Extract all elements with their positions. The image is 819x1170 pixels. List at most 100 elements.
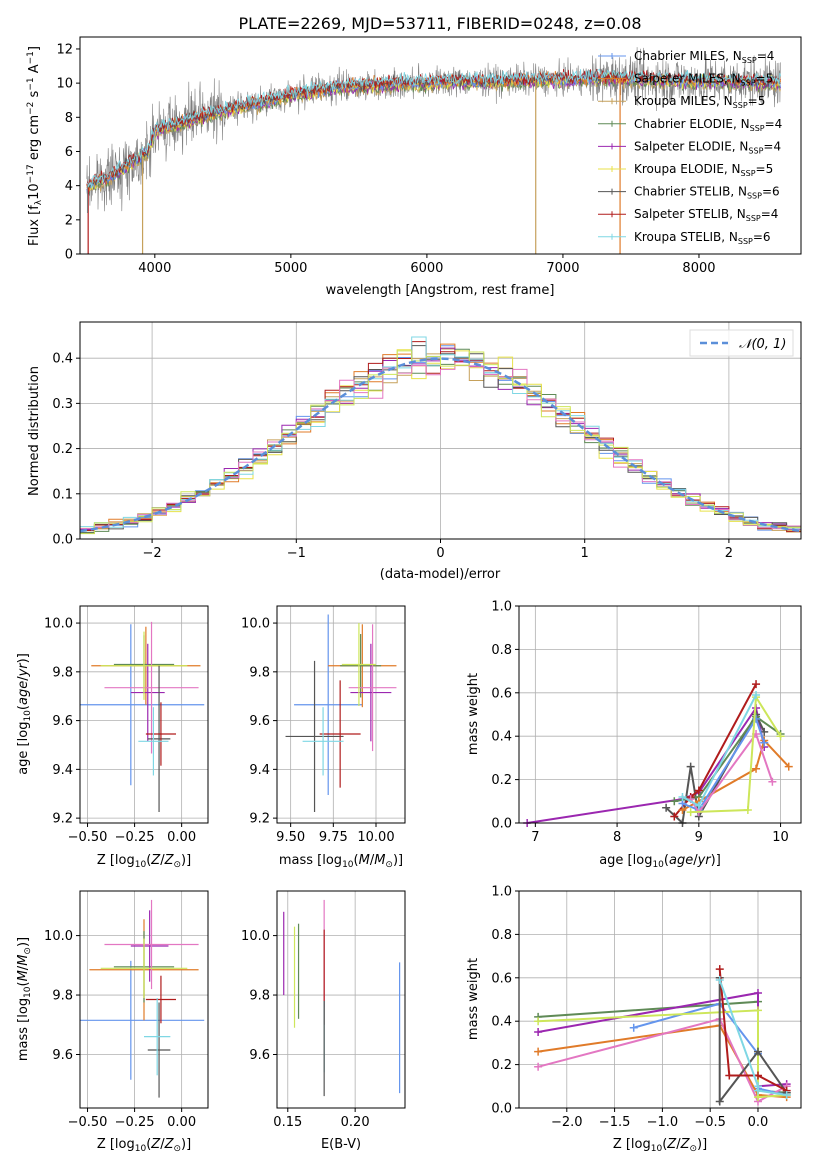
- weight-marker: [629, 1023, 638, 1032]
- y-tick-label: 0.4: [491, 1015, 512, 1030]
- mass-vs-Z-ticks: −0.50 −0.25 0.00 9.6 9.8 10.0: [44, 929, 196, 1130]
- errorbar-point: [294, 614, 363, 795]
- histogram-series: [80, 350, 801, 535]
- weight-vs-Z-panel: −2.0 −1.5 −1.0 −0.5 0.0 0.0 0.2 0.4 0.6 0.8 1.0 Z …: [466, 885, 802, 1154]
- y-tick-label: 9.6: [249, 1048, 270, 1063]
- errorbar-clip-group: [80, 899, 205, 1098]
- x-tick-label: 2: [725, 546, 733, 561]
- x-tick-label: −0.50: [68, 830, 108, 845]
- weight-marker: [752, 690, 761, 699]
- legend-label: Chabrier ELODIE, NSSP=4: [634, 117, 782, 133]
- weight-vs-age-panel: 7 8 9 10 0.0 0.2 0.4 0.6 0.8 1.0 age [log10(age/y…: [466, 600, 802, 870]
- residual-legend: 𝒩(0, 1): [689, 329, 794, 357]
- errorbar-point: [144, 998, 171, 1076]
- errorbar-point: [80, 624, 205, 786]
- y-tick-label: 9.4: [249, 763, 270, 778]
- mass-vs-EBV-xlabel: E(B-V): [321, 1137, 361, 1152]
- weight-vs-Z-ticks: −2.0 −1.5 −1.0 −0.5 0.0 0.0 0.2 0.4 0.6 0.8 1.0: [491, 885, 768, 1131]
- x-tick-label: −0.25: [115, 830, 155, 845]
- errorbar-point: [285, 660, 344, 813]
- legend-label: Kroupa MILES, NSSP=5: [634, 94, 765, 110]
- spectrum-frame: [79, 36, 802, 255]
- errorbar-point: [104, 899, 199, 990]
- weight-marker: [753, 988, 762, 997]
- weight-marker: [768, 777, 777, 786]
- y-tick-label: 0: [65, 248, 73, 263]
- errorbar-point: [340, 634, 382, 698]
- model-spectrum: [86, 68, 781, 189]
- weight-vs-age-lines: [523, 680, 793, 827]
- errorbar-clip-group: [80, 621, 205, 813]
- x-tick-label: 1: [581, 546, 589, 561]
- errorbar-point: [350, 643, 392, 742]
- x-tick-label: 7000: [546, 261, 579, 276]
- y-tick-label: 10.0: [44, 617, 73, 632]
- weight-vs-age-xlabel: age [log10(age/yr)]: [599, 853, 721, 870]
- x-tick-label: 0.20: [341, 1115, 370, 1130]
- histogram-clip-group: [80, 336, 801, 535]
- errorbar-clip-group: [285, 614, 397, 813]
- errorbar-point: [147, 665, 171, 813]
- x-tick-label: 4000: [138, 261, 171, 276]
- spectrum-panel: 4000 5000 6000 7000 8000 0 2 4 6 8 10 12 wavelength…: [26, 36, 802, 298]
- weight-vs-age-frame: [518, 605, 802, 824]
- x-tick-label: 0.15: [273, 1115, 302, 1130]
- age-vs-mass-panel: 9.50 9.75 10.00 9.2 9.4 9.6 9.8 10.0 mass [log1…: [241, 605, 406, 870]
- y-tick-label: 0.4: [52, 352, 73, 367]
- errorbar-point: [138, 707, 169, 776]
- mass-vs-EBV-frame: [276, 890, 406, 1109]
- weight-marker: [534, 1028, 543, 1037]
- legend-label: Kroupa STELIB, NSSP=6: [634, 230, 771, 246]
- weight-series: [686, 693, 785, 817]
- x-tick-label: 7: [531, 830, 539, 845]
- residual-ylabel: Normed distribution: [27, 366, 42, 496]
- residual-panel: −2 −1 0 1 2 0.0 0.1 0.2 0.3 0.4 (data-model)/erro…: [27, 321, 802, 582]
- weight-marker: [776, 732, 785, 741]
- weight-marker: [743, 805, 752, 814]
- y-tick-label: 8: [65, 111, 73, 126]
- x-tick-label: 9.75: [319, 830, 348, 845]
- mass-vs-Z-ylabel: mass [log10(M/M⊙)]: [16, 937, 33, 1061]
- weight-marker: [760, 738, 769, 747]
- age-vs-mass-xlabel: mass [log10(M/M⊙)]: [279, 853, 403, 870]
- legend-label: Salpeter ELODIE, NSSP=4: [634, 139, 781, 155]
- errorbar-point: [104, 621, 199, 754]
- x-tick-label: 0.0: [748, 1115, 769, 1130]
- legend-label: Kroupa ELODIE, NSSP=5: [634, 162, 773, 178]
- weight-marker: [715, 1097, 724, 1106]
- x-tick-label: 10: [772, 830, 789, 845]
- weight-vs-Z-frame: [518, 890, 802, 1109]
- x-tick-label: 8000: [682, 261, 715, 276]
- errorbar-point: [147, 1002, 171, 1098]
- weight-vs-Z-xlabel: Z [log10(Z/Z⊙)]: [613, 1137, 707, 1154]
- errorbar-point: [145, 975, 176, 1024]
- errorbar-point: [341, 623, 376, 706]
- y-tick-label: 12: [56, 42, 73, 57]
- weight-series: [534, 1015, 791, 1106]
- spectrum-clip-group: [86, 47, 781, 254]
- y-tick-label: 9.8: [52, 989, 73, 1004]
- weight-marker: [715, 965, 724, 974]
- y-tick-label: 0.0: [491, 817, 512, 832]
- residual-ticks: −2 −1 0 1 2 0.0 0.1 0.2 0.3 0.4: [52, 352, 733, 561]
- age-vs-Z-ylabel: age [log10(age/yr)]: [16, 653, 33, 775]
- mass-vs-Z-errorbars: [80, 899, 205, 1098]
- y-tick-label: 0.8: [491, 928, 512, 943]
- y-tick-label: 9.8: [249, 665, 270, 680]
- gaussian-legend-label: 𝒩(0, 1): [739, 337, 786, 352]
- mass-vs-EBV-errorbars: [283, 899, 401, 1097]
- age-vs-Z-ticks: −0.50 −0.25 0.00 9.2 9.4 9.6 9.8 10.0: [44, 617, 196, 845]
- age-vs-mass-ticks: 9.50 9.75 10.00 9.2 9.4 9.6 9.8 10.0: [241, 617, 395, 845]
- errorbar-clip-group: [283, 899, 401, 1097]
- y-tick-label: 9.8: [52, 665, 73, 680]
- weight-marker: [782, 1090, 791, 1099]
- weight-marker: [760, 727, 769, 736]
- weight-vs-age-ticks: 7 8 9 10 0.0 0.2 0.4 0.6 0.8 1.0: [491, 600, 789, 846]
- errorbar-point: [302, 707, 344, 776]
- mass-vs-EBV-ticks: 0.15 0.20 9.6 9.8 10.0: [241, 929, 370, 1130]
- errorbar-point: [145, 702, 176, 766]
- y-tick-label: 0.2: [52, 442, 73, 457]
- weight-marker: [725, 1071, 734, 1080]
- x-tick-label: 8: [613, 830, 621, 845]
